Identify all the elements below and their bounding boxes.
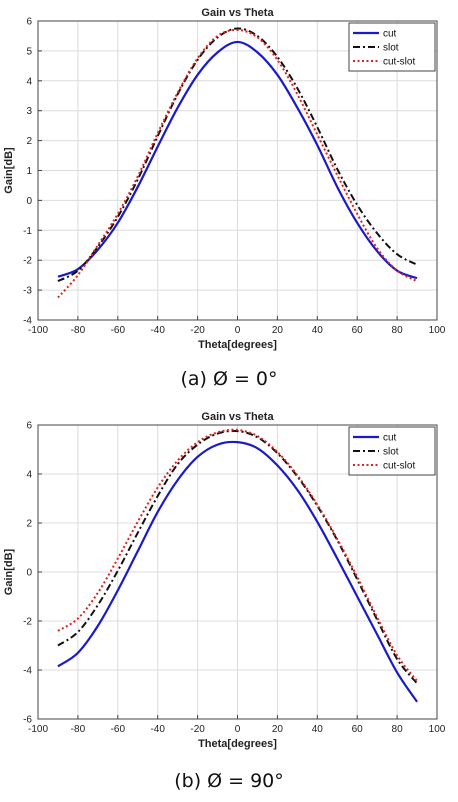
x-tick-label: 20 <box>272 325 284 336</box>
y-tick-label: 1 <box>26 166 32 177</box>
legend-label-slot: slot <box>383 447 399 458</box>
legend-label-slot: slot <box>383 43 399 54</box>
legend-label-cut-slot: cut-slot <box>383 57 415 68</box>
y-tick-label: 0 <box>26 568 32 579</box>
x-tick-label: 0 <box>235 724 241 735</box>
y-tick-label: -6 <box>23 715 32 726</box>
x-axis-label: Theta[degrees] <box>198 339 277 351</box>
x-tick-label: 40 <box>312 724 324 735</box>
x-tick-label: -20 <box>190 724 205 735</box>
y-tick-label: -4 <box>23 666 32 677</box>
x-tick-label: 0 <box>235 325 241 336</box>
chart-a: -100 -80 -60 -40 -20 0 20 40 60 80 100 -4 -3 -2 -1 0 1 2 3… <box>3 7 446 351</box>
x-tick-label: 100 <box>429 325 446 336</box>
y-axis-label: Gain[dB] <box>3 147 15 194</box>
y-tick-label: 2 <box>26 519 32 530</box>
chart-title: Gain vs Theta <box>201 7 274 19</box>
x-tick-label: -40 <box>150 325 165 336</box>
x-tick-label: -60 <box>111 724 126 735</box>
x-tick-label: 80 <box>392 724 404 735</box>
y-tick-label: 2 <box>26 136 32 147</box>
x-tick-label: -60 <box>111 325 126 336</box>
chart-b: -100 -80 -60 -40 -20 0 20 40 60 80 100-6-4-20246Ga… <box>3 411 446 750</box>
x-tick-label: 80 <box>392 325 404 336</box>
figure-a: -100 -80 -60 -40 -20 0 20 40 60 80 100 -4 -3 -2 -1 0 1 2 3… <box>0 0 458 400</box>
y-tick-label: 4 <box>26 470 32 481</box>
figure-b: -100 -80 -60 -40 -20 0 20 40 60 80 100 -6 -4 -2 0 2 4 6 Ga… <box>0 400 458 802</box>
x-tick-label: 60 <box>352 724 364 735</box>
x-tick-label: 60 <box>352 325 364 336</box>
y-tick-label: -4 <box>23 316 32 327</box>
series-line-cut <box>57 440 418 703</box>
x-tick-label: -40 <box>150 724 165 735</box>
y-tick-label: 4 <box>26 76 32 87</box>
x-tick-label: -80 <box>71 325 86 336</box>
series-line-cut <box>57 40 418 280</box>
y-tick-label: -1 <box>23 226 32 237</box>
x-tick-label: -100 <box>28 724 48 735</box>
x-tick-label: 100 <box>429 724 446 735</box>
y-tick-label: -2 <box>23 617 32 628</box>
series-line-cut-slot <box>57 428 418 682</box>
x-tick-label: 40 <box>312 325 324 336</box>
series-line-cut-slot <box>57 28 418 299</box>
series-line-slot <box>57 27 418 283</box>
y-tick-label: 6 <box>26 421 32 432</box>
y-tick-label: 5 <box>26 46 32 57</box>
legend-label-cut-slot: cut-slot <box>383 461 415 472</box>
series-line-slot <box>57 429 418 685</box>
chart-title: Gain vs Theta <box>201 411 274 423</box>
y-tick-label: -3 <box>23 286 32 297</box>
caption-a: (a) Ø = 0° <box>180 368 278 390</box>
x-tick-label: -20 <box>190 325 205 336</box>
x-tick-label: -80 <box>71 724 86 735</box>
y-tick-label: 3 <box>26 106 32 117</box>
y-tick-label: -2 <box>23 256 32 267</box>
y-tick-label: 6 <box>26 17 32 28</box>
x-axis-label: Theta[degrees] <box>198 738 277 750</box>
y-axis-label: Gain[dB] <box>3 548 15 595</box>
x-tick-label: -100 <box>28 325 48 336</box>
legend-label-cut: cut <box>383 29 397 40</box>
legend-label-cut: cut <box>383 433 397 444</box>
caption-b: (b) Ø = 90° <box>174 770 284 792</box>
y-tick-label: 0 <box>26 196 32 207</box>
x-tick-label: 20 <box>272 724 284 735</box>
